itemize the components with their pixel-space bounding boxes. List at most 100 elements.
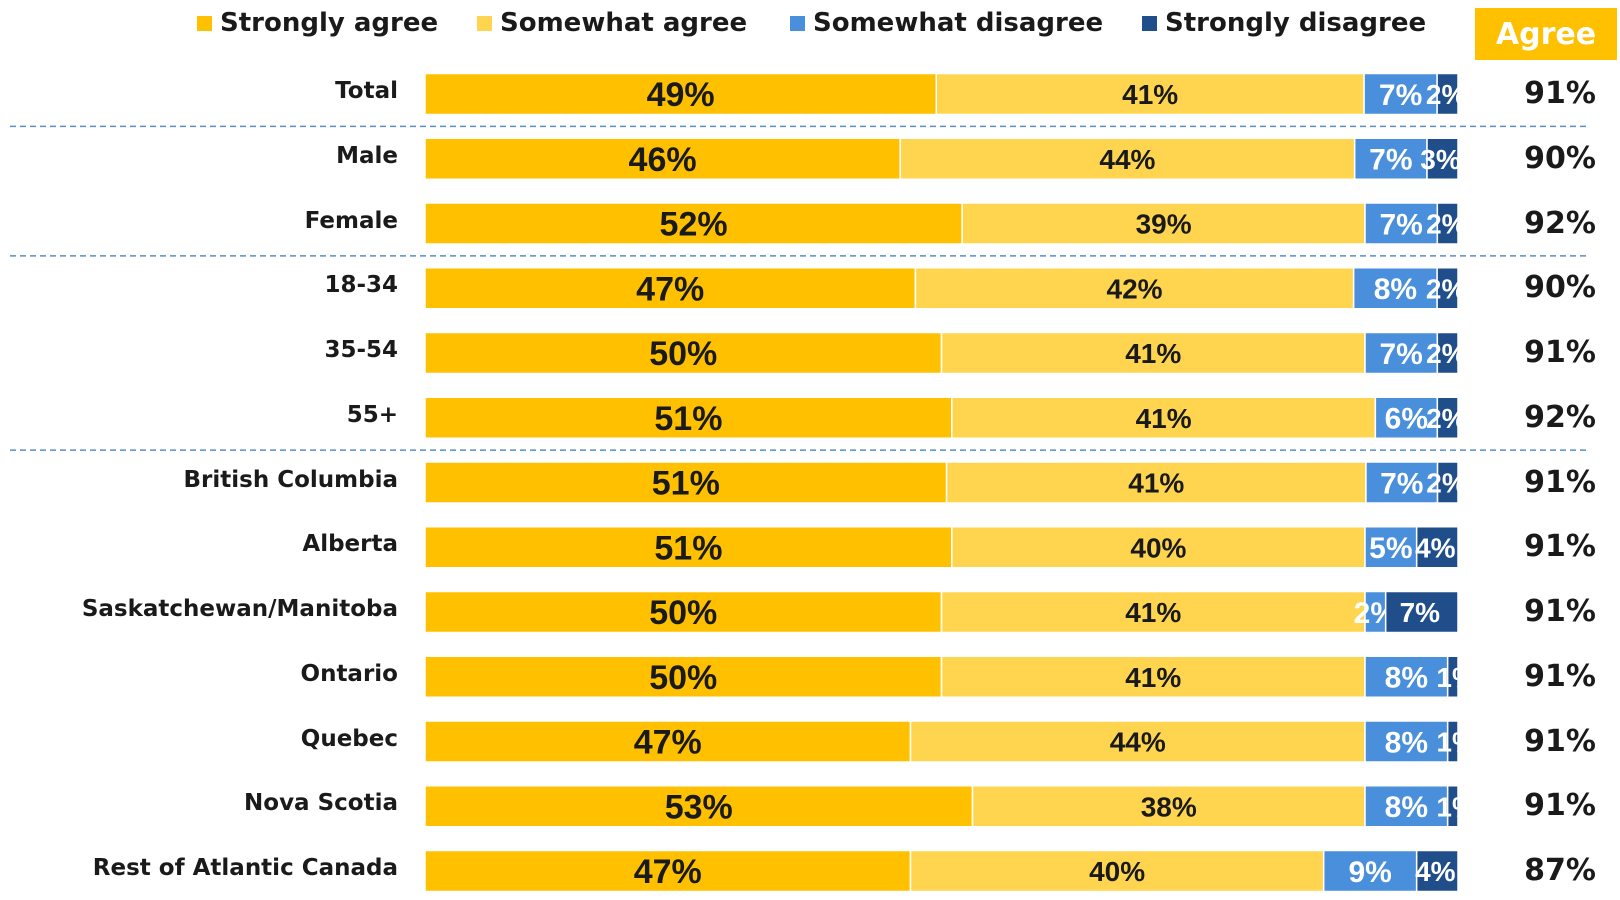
bar-strongly-disagree [1384,590,1459,634]
data-label-somewhat-agree: 41% [1125,338,1181,369]
bar-strongly-agree [424,202,963,245]
data-label-strongly-agree: 50% [649,335,717,373]
category-label: Quebec [300,725,398,752]
data-label-strongly-disagree: 4% [1415,856,1456,887]
agree-total-value: 91% [1524,788,1596,824]
data-label-strongly-disagree: 4% [1415,532,1456,563]
bar-somewhat-disagree [1365,461,1439,504]
data-label-strongly-agree: 47% [636,270,704,308]
data-label-somewhat-disagree: 7% [1380,467,1423,500]
agree-total-value: 91% [1524,658,1596,694]
bar-somewhat-agree [940,655,1366,698]
agree-total-value: 91% [1524,464,1596,500]
bar-strongly-disagree [1436,396,1459,439]
bar-somewhat-disagree [1364,655,1449,698]
bar-somewhat-agree [945,461,1367,504]
data-label-somewhat-agree: 44% [1110,727,1166,758]
legend-swatch-strongly-disagree [1142,15,1157,31]
bar-somewhat-disagree [1364,526,1418,569]
bar-strongly-agree [424,526,953,569]
bar-somewhat-agree [914,267,1355,310]
agree-total-value: 92% [1524,399,1596,435]
bar-strongly-agree [424,785,974,828]
data-label-strongly-disagree: 2% [1426,273,1467,304]
data-label-strongly-agree: 50% [649,659,717,697]
agree-total-value: 90% [1524,270,1596,306]
bar-strongly-agree [424,655,943,698]
bar-somewhat-disagree [1364,202,1439,245]
bar-strongly-disagree [1436,461,1459,504]
legend-label-somewhat-disagree: Somewhat disagree [813,8,1104,38]
bar-somewhat-disagree [1363,72,1438,116]
bar-somewhat-disagree [1364,785,1449,828]
bar-strongly-disagree [1415,849,1459,893]
bar-strongly-disagree [1446,720,1459,763]
agree-column-header: Agree [1475,8,1617,60]
data-label-strongly-disagree: 1% [1436,662,1477,693]
category-label: Male [336,142,398,169]
bar-somewhat-disagree [1322,849,1418,893]
agree-total-value: 91% [1524,76,1596,111]
legend-label-strongly-disagree: Strongly disagree [1165,8,1427,38]
bar-strongly-disagree [1436,331,1459,375]
data-label-somewhat-agree: 38% [1141,791,1197,822]
agree-total-value: 91% [1524,594,1596,629]
agree-total-value: 87% [1524,853,1596,888]
category-label: 18-34 [324,272,398,299]
data-label-strongly-disagree: 3% [1420,144,1461,175]
category-label: Alberta [302,531,398,558]
category-label: Female [304,207,398,234]
data-label-somewhat-agree: 41% [1128,468,1184,499]
data-label-strongly-disagree: 1% [1436,727,1477,758]
bar-somewhat-disagree [1364,720,1449,763]
category-label: British Columbia [183,466,398,493]
category-label: Nova Scotia [244,790,398,817]
bar-strongly-agree [424,72,938,116]
data-label-somewhat-agree: 41% [1125,662,1181,693]
data-label-somewhat-disagree: 9% [1349,856,1392,889]
legend-item-strongly-disagree: Strongly disagree [1142,6,1426,40]
bar-strongly-disagree [1446,785,1459,828]
bar-somewhat-disagree [1364,331,1439,375]
data-label-strongly-disagree: 2% [1426,209,1467,240]
data-label-somewhat-disagree: 6% [1385,403,1428,436]
legend-item-strongly-agree: Strongly agree [197,6,438,40]
data-label-somewhat-agree: 41% [1136,403,1192,434]
agree-total-value: 92% [1524,205,1596,241]
category-label: Total [335,78,398,104]
data-label-somewhat-disagree: 7% [1380,208,1423,241]
data-label-strongly-agree: 52% [660,206,728,244]
data-label-somewhat-agree: 40% [1089,856,1145,887]
bar-somewhat-agree [951,396,1377,439]
data-label-strongly-agree: 49% [647,76,715,114]
bar-strongly-disagree [1436,267,1459,310]
data-label-strongly-disagree: 2% [1426,468,1467,499]
data-label-somewhat-disagree: 7% [1380,338,1423,371]
data-label-somewhat-agree: 39% [1136,209,1192,240]
data-label-somewhat-agree: 42% [1107,273,1163,304]
data-label-somewhat-disagree: 8% [1385,791,1428,824]
data-label-somewhat-agree: 44% [1099,144,1155,175]
data-label-somewhat-disagree: 8% [1385,726,1428,759]
data-label-strongly-agree: 46% [629,141,697,179]
data-label-strongly-agree: 51% [652,465,720,503]
legend-label-somewhat-agree: Somewhat agree [500,8,748,38]
bar-strongly-disagree [1415,526,1459,569]
category-label: 55+ [346,401,398,428]
legend-item-somewhat-agree: Somewhat agree [477,6,747,40]
data-label-strongly-agree: 50% [649,594,717,632]
agree-total-value: 91% [1524,529,1596,565]
category-label: 35-54 [324,337,398,363]
data-label-strongly-disagree: 1% [1436,791,1477,822]
bar-somewhat-agree [935,72,1365,116]
legend-swatch-somewhat-disagree [790,15,805,31]
data-label-strongly-agree: 47% [634,724,702,762]
data-label-strongly-disagree: 2% [1426,79,1467,110]
category-label: Rest of Atlantic Canada [92,855,398,881]
data-label-strongly-disagree: 7% [1400,597,1441,628]
legend-swatch-somewhat-agree [477,15,492,31]
legend-item-somewhat-disagree: Somewhat disagree [790,6,1103,40]
data-label-somewhat-agree: 40% [1130,532,1186,563]
data-label-somewhat-disagree: 8% [1374,273,1417,306]
